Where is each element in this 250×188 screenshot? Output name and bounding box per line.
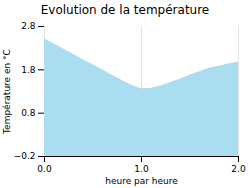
- svg-text:1.8: 1.8: [21, 65, 36, 75]
- html-text:Evolution de la température: Evolution de la température: [40, 3, 210, 17]
- svg-text:heure par heure: heure par heure: [105, 176, 178, 186]
- svg-text:1.0: 1.0: [134, 164, 149, 174]
- svg-text:Température en °C: Température en °C: [2, 49, 12, 135]
- svg-text:0.8: 0.8: [21, 108, 36, 118]
- svg-text:2.0: 2.0: [231, 164, 246, 174]
- svg-text:0.0: 0.0: [37, 164, 52, 174]
- svg-text:−0.2: −0.2: [14, 151, 36, 161]
- svg-text:2.8: 2.8: [21, 21, 36, 31]
